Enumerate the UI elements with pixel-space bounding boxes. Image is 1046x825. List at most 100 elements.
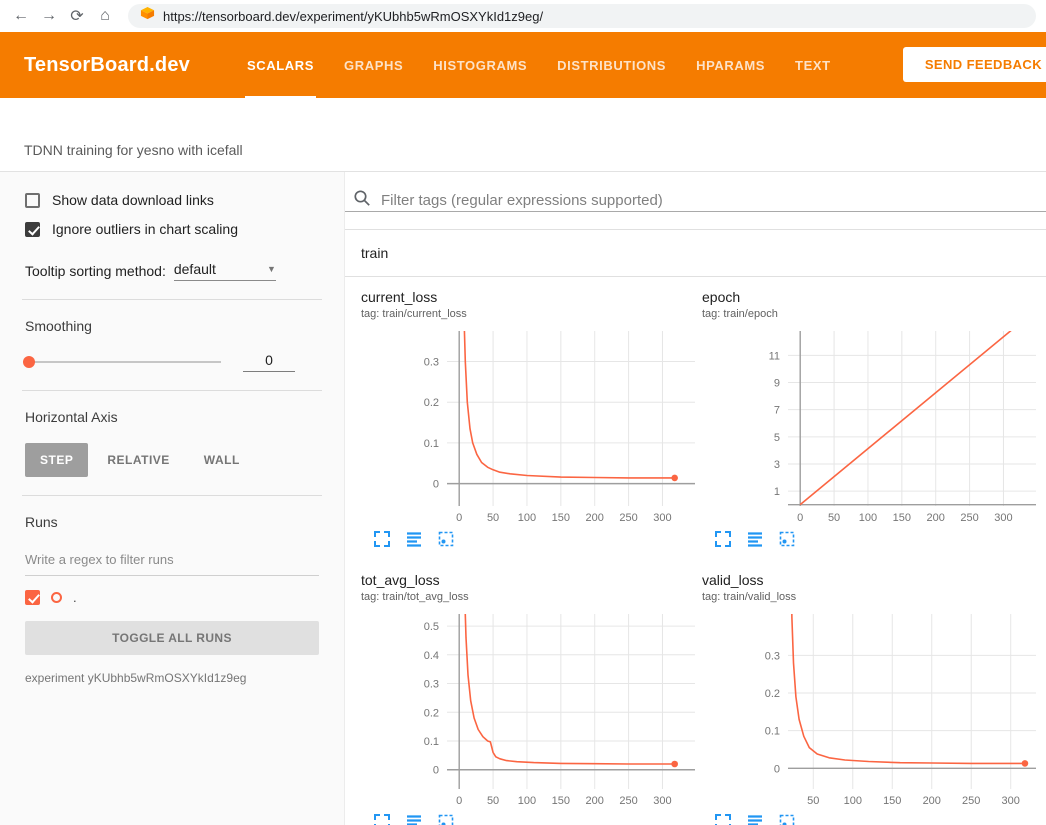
svg-text:250: 250 xyxy=(619,795,637,807)
search-icon xyxy=(353,189,371,212)
chart-toolbar xyxy=(361,530,696,548)
axis-button-wall[interactable]: WALL xyxy=(189,443,255,477)
svg-text:0: 0 xyxy=(433,765,439,777)
tab-distributions[interactable]: DISTRIBUTIONS xyxy=(542,32,681,98)
chart-canvas[interactable]: 5010015020025030000.10.20.3 xyxy=(702,607,1037,807)
tag-filter-input[interactable] xyxy=(381,192,1034,209)
fit-to-data-icon[interactable] xyxy=(437,530,455,548)
svg-text:0: 0 xyxy=(433,479,439,491)
dropdown-value: default xyxy=(174,261,216,277)
experiment-title: TDNN training for yesno with icefall xyxy=(24,142,243,158)
smoothing-slider[interactable] xyxy=(25,361,221,363)
svg-text:50: 50 xyxy=(828,512,840,524)
tooltip-sorting-dropdown[interactable]: default ▼ xyxy=(174,261,276,281)
tooltip-sorting-row: Tooltip sorting method: default ▼ xyxy=(25,261,319,281)
home-icon[interactable]: ⌂ xyxy=(94,7,116,25)
chevron-down-icon: ▼ xyxy=(267,264,276,274)
svg-text:50: 50 xyxy=(487,795,499,807)
data-table-icon[interactable] xyxy=(746,530,764,548)
svg-text:0.1: 0.1 xyxy=(424,736,439,748)
fullscreen-icon[interactable] xyxy=(714,813,732,825)
tab-scalars[interactable]: SCALARS xyxy=(232,32,329,98)
svg-text:0.2: 0.2 xyxy=(424,397,439,409)
nav-tabs: SCALARSGRAPHSHISTOGRAMSDISTRIBUTIONSHPAR… xyxy=(232,32,846,98)
experiment-title-bar: TDNN training for yesno with icefall xyxy=(0,98,1046,172)
svg-text:0.2: 0.2 xyxy=(424,707,439,719)
svg-text:0.3: 0.3 xyxy=(765,650,780,662)
ignore-outliers-checkbox[interactable]: Ignore outliers in chart scaling xyxy=(25,221,319,237)
fullscreen-icon[interactable] xyxy=(373,813,391,825)
send-feedback-button[interactable]: SEND FEEDBACK xyxy=(903,47,1046,82)
svg-text:0: 0 xyxy=(456,512,462,524)
chart-tag: tag: train/tot_avg_loss xyxy=(361,591,696,603)
reload-icon[interactable]: ⟳ xyxy=(66,6,88,26)
url-text: https://tensorboard.dev/experiment/yKUbh… xyxy=(163,9,543,24)
svg-text:200: 200 xyxy=(927,512,945,524)
svg-text:250: 250 xyxy=(962,795,980,807)
svg-text:1: 1 xyxy=(774,486,780,498)
toggle-all-runs-button[interactable]: TOGGLE ALL RUNS xyxy=(25,621,319,655)
data-table-icon[interactable] xyxy=(405,813,423,825)
data-table-icon[interactable] xyxy=(405,530,423,548)
fullscreen-icon[interactable] xyxy=(714,530,732,548)
show-download-links-checkbox[interactable]: Show data download links xyxy=(25,192,319,208)
svg-text:100: 100 xyxy=(518,795,536,807)
axis-button-step[interactable]: STEP xyxy=(25,443,88,477)
fullscreen-icon[interactable] xyxy=(373,530,391,548)
checkbox-icon xyxy=(25,222,40,237)
tag-filter-row xyxy=(345,172,1046,212)
svg-text:9: 9 xyxy=(774,378,780,390)
svg-text:5: 5 xyxy=(774,432,780,444)
chart-canvas[interactable]: 05010015020025030000.10.20.3 xyxy=(361,324,696,524)
chart-tag: tag: train/epoch xyxy=(702,308,1037,320)
chart-canvas[interactable]: 05010015020025030000.10.20.30.40.5 xyxy=(361,607,696,807)
run-color-swatch-icon[interactable] xyxy=(51,592,62,603)
chart-title: valid_loss xyxy=(702,572,1037,588)
chart-toolbar xyxy=(361,813,696,825)
chart-title: epoch xyxy=(702,289,1037,305)
tab-hparams[interactable]: HPARAMS xyxy=(681,32,780,98)
tag-group-name: train xyxy=(361,245,388,261)
horizontal-axis-label: Horizontal Axis xyxy=(25,409,319,425)
tag-group-card: train current_loss tag: train/current_lo… xyxy=(345,229,1046,825)
forward-icon[interactable]: → xyxy=(38,7,60,25)
smoothing-value[interactable]: 0 xyxy=(243,352,295,372)
tag-group-train-header[interactable]: train xyxy=(345,230,1046,277)
svg-text:7: 7 xyxy=(774,405,780,417)
tooltip-sorting-label: Tooltip sorting method: xyxy=(25,263,166,279)
chart-canvas[interactable]: 0501001502002503001357911 xyxy=(702,324,1037,524)
charts-grid: current_loss tag: train/current_loss 050… xyxy=(345,277,1046,825)
fit-to-data-icon[interactable] xyxy=(778,813,796,825)
checkbox-icon xyxy=(25,193,40,208)
browser-chrome: ← → ⟳ ⌂ https://tensorboard.dev/experime… xyxy=(0,0,1046,32)
chart-tag: tag: train/current_loss xyxy=(361,308,696,320)
experiment-id-label: experiment yKUbhb5wRmOSXYkId1z9eg xyxy=(25,671,319,685)
slider-thumb[interactable] xyxy=(23,356,35,368)
svg-text:300: 300 xyxy=(653,512,671,524)
axis-button-relative[interactable]: RELATIVE xyxy=(92,443,184,477)
svg-text:250: 250 xyxy=(960,512,978,524)
tab-graphs[interactable]: GRAPHS xyxy=(329,32,418,98)
main-panel: train current_loss tag: train/current_lo… xyxy=(345,172,1046,825)
svg-text:100: 100 xyxy=(518,512,536,524)
data-table-icon[interactable] xyxy=(746,813,764,825)
tab-histograms[interactable]: HISTOGRAMS xyxy=(418,32,542,98)
tab-text[interactable]: TEXT xyxy=(780,32,846,98)
svg-text:0.3: 0.3 xyxy=(424,679,439,691)
runs-label: Runs xyxy=(25,514,319,530)
fit-to-data-icon[interactable] xyxy=(437,813,455,825)
address-bar[interactable]: https://tensorboard.dev/experiment/yKUbh… xyxy=(128,4,1036,28)
back-icon[interactable]: ← xyxy=(10,7,32,25)
chart-epoch: epoch tag: train/epoch 05010015020025030… xyxy=(702,289,1037,548)
fit-to-data-icon[interactable] xyxy=(778,530,796,548)
svg-text:0.1: 0.1 xyxy=(765,726,780,738)
svg-text:0: 0 xyxy=(774,763,780,775)
svg-text:150: 150 xyxy=(552,795,570,807)
run-name: . xyxy=(73,590,77,605)
runs-filter-input[interactable] xyxy=(25,548,319,576)
tensorboard-logo: TensorBoard.dev xyxy=(24,54,190,77)
run-row[interactable]: . xyxy=(25,590,319,605)
chart-title: tot_avg_loss xyxy=(361,572,696,588)
chart-valid-loss: valid_loss tag: train/valid_loss 5010015… xyxy=(702,572,1037,825)
run-checkbox-icon[interactable] xyxy=(25,590,40,605)
